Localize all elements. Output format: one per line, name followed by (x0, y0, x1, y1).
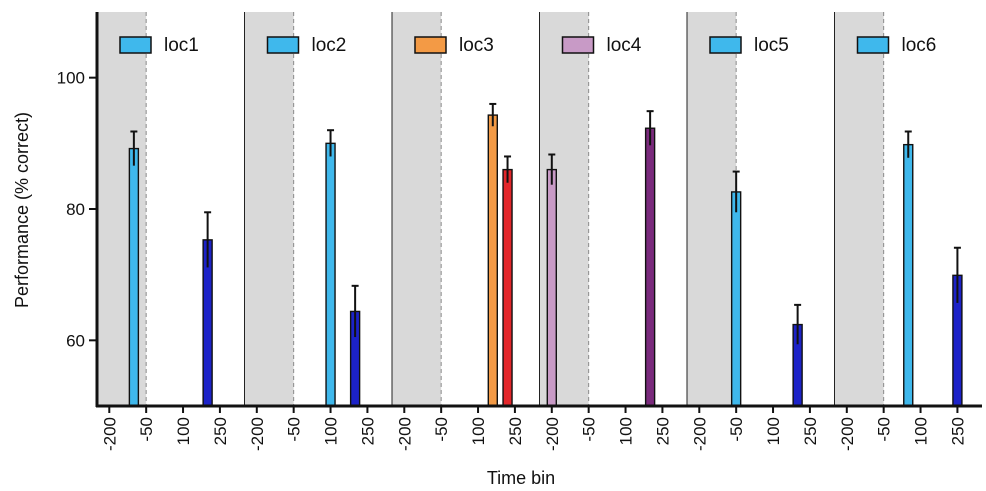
x-tick-label: 250 (653, 417, 672, 445)
x-tick-label: 100 (322, 417, 341, 445)
x-tick-label: -200 (248, 417, 267, 451)
x-tick-label: -50 (580, 417, 599, 442)
x-tick-label: 250 (801, 417, 820, 445)
bar (128, 147, 140, 407)
legend-swatch (266, 36, 300, 54)
x-tick-label: 250 (211, 417, 230, 445)
legend-swatch (119, 36, 152, 54)
x-tick-label: 100 (912, 417, 931, 445)
x-tick-label: -200 (395, 417, 414, 451)
shaded-region (244, 12, 294, 406)
x-tick-label: -50 (727, 417, 746, 442)
legend-label: loc3 (459, 35, 494, 56)
x-tick-label: -200 (543, 417, 562, 451)
y-tick-label: 60 (66, 331, 85, 350)
x-tick-label: -50 (137, 417, 156, 442)
x-tick-label: 100 (617, 417, 636, 445)
legend-swatch (561, 36, 595, 54)
x-tick-label: -200 (690, 417, 709, 451)
x-tick-label: -50 (432, 417, 451, 442)
bar (903, 143, 914, 407)
y-axis-title: Performance (% correct) (12, 112, 32, 308)
x-tick-label: -200 (838, 417, 857, 451)
bar (487, 114, 498, 407)
shaded-region (392, 12, 442, 406)
x-axis-title: Time bin (487, 468, 555, 488)
x-tick-label: 250 (948, 417, 967, 445)
x-tick-label: -50 (285, 417, 304, 442)
legend-label: loc2 (312, 35, 347, 56)
legend-label: loc6 (902, 35, 937, 56)
bar (502, 168, 513, 407)
legend-swatch (709, 36, 742, 54)
x-tick-label: -200 (100, 417, 119, 451)
x-tick-label: 250 (358, 417, 377, 445)
bar (644, 127, 656, 407)
y-tick-label: 100 (57, 69, 85, 88)
legend-label: loc5 (754, 35, 789, 56)
legend-swatch (856, 36, 890, 54)
x-tick-label: 100 (469, 417, 488, 445)
x-tick-label: -50 (875, 417, 894, 442)
legend-swatch (414, 36, 447, 54)
x-tick-label: 100 (764, 417, 783, 445)
shaded-region (687, 12, 737, 406)
bar (325, 142, 336, 407)
shaded-region (834, 12, 884, 406)
x-tick-label: 100 (174, 417, 193, 445)
bar (546, 168, 557, 407)
legend-label: loc1 (164, 35, 199, 56)
x-tick-label: 250 (506, 417, 525, 445)
y-tick-label: 80 (66, 200, 85, 219)
axes-layer: -200 -50 100 250 -200 -50 100 250 -200 -50 100 250-… (57, 12, 982, 451)
legend-label: loc4 (607, 35, 642, 56)
legend-layer: loc1 loc2 loc3 loc4 loc5 loc6 (119, 35, 937, 56)
bar (730, 191, 742, 407)
